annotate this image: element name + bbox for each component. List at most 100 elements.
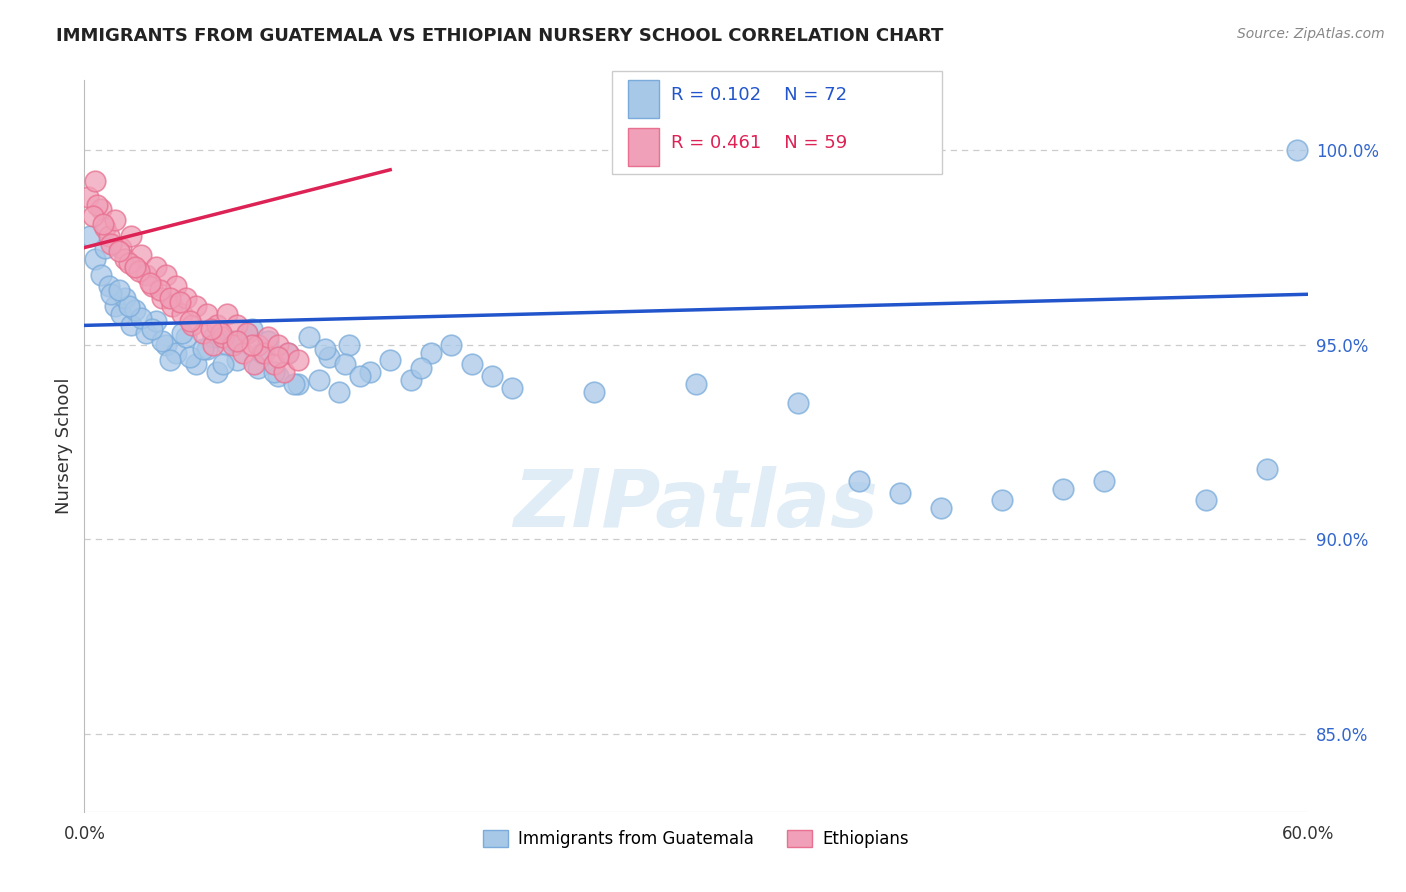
Point: [124, 302, 146, 317]
Point: [267, 350, 290, 364]
Point: [991, 493, 1014, 508]
Point: [1195, 493, 1218, 508]
Point: [138, 276, 160, 290]
Point: [339, 338, 361, 352]
Point: [409, 361, 432, 376]
Point: [226, 353, 249, 368]
Point: [308, 373, 330, 387]
Point: [83, 174, 105, 188]
Point: [93, 241, 115, 255]
Point: [200, 322, 222, 336]
Point: [318, 350, 340, 364]
Point: [110, 307, 132, 321]
Point: [155, 268, 177, 282]
Point: [222, 338, 245, 352]
Point: [195, 342, 218, 356]
Point: [257, 334, 280, 348]
Point: [263, 365, 285, 379]
Point: [240, 338, 263, 352]
Point: [114, 291, 136, 305]
Point: [201, 338, 224, 352]
Point: [131, 248, 153, 262]
Point: [217, 338, 239, 352]
Point: [287, 353, 309, 368]
Point: [186, 357, 208, 371]
Point: [502, 381, 524, 395]
Point: [90, 202, 112, 216]
Point: [90, 268, 112, 282]
Point: [929, 501, 952, 516]
Point: [145, 314, 167, 328]
Point: [267, 338, 290, 352]
Point: [135, 268, 157, 282]
Text: ZIPatlas: ZIPatlas: [513, 466, 879, 543]
Point: [118, 256, 141, 270]
Point: [114, 252, 136, 267]
Point: [195, 307, 218, 321]
Point: [277, 345, 299, 359]
Point: [250, 345, 273, 359]
Point: [186, 299, 208, 313]
Point: [104, 299, 127, 313]
Legend: Immigrants from Guatemala, Ethiopians: Immigrants from Guatemala, Ethiopians: [477, 823, 915, 855]
Point: [420, 345, 443, 359]
Point: [359, 365, 381, 379]
Point: [314, 342, 336, 356]
Point: [141, 279, 163, 293]
Point: [201, 330, 224, 344]
Point: [83, 252, 105, 267]
Point: [108, 284, 131, 298]
Point: [287, 376, 309, 391]
Point: [236, 326, 259, 341]
Point: [86, 198, 108, 212]
Point: [236, 326, 259, 341]
Point: [298, 330, 321, 344]
Point: [124, 260, 146, 274]
Point: [120, 228, 142, 243]
Point: [165, 345, 187, 359]
Point: [120, 318, 142, 333]
Point: [335, 357, 357, 371]
Point: [179, 350, 201, 364]
Point: [246, 338, 269, 352]
Point: [461, 357, 484, 371]
Point: [110, 241, 132, 255]
Point: [212, 330, 235, 344]
Point: [222, 334, 245, 348]
Point: [118, 299, 141, 313]
Point: [135, 326, 157, 341]
Text: IMMIGRANTS FROM GUATEMALA VS ETHIOPIAN NURSERY SCHOOL CORRELATION CHART: IMMIGRANTS FROM GUATEMALA VS ETHIOPIAN N…: [56, 27, 943, 45]
Point: [82, 210, 104, 224]
Point: [1256, 462, 1278, 476]
Point: [481, 368, 503, 383]
Point: [108, 244, 131, 259]
Point: [328, 384, 350, 399]
Point: [174, 291, 197, 305]
Point: [128, 264, 150, 278]
Point: [191, 326, 214, 341]
Text: Source: ZipAtlas.com: Source: ZipAtlas.com: [1237, 27, 1385, 41]
Point: [583, 384, 606, 399]
Point: [232, 345, 254, 359]
Point: [267, 368, 290, 383]
Point: [160, 299, 183, 313]
Point: [240, 322, 263, 336]
Point: [226, 318, 249, 333]
Point: [263, 357, 285, 371]
Point: [159, 353, 181, 368]
Point: [217, 307, 239, 321]
Point: [1286, 144, 1309, 158]
Point: [93, 221, 115, 235]
Point: [169, 295, 191, 310]
Point: [174, 330, 197, 344]
Point: [155, 338, 177, 352]
Point: [131, 310, 153, 325]
Point: [205, 365, 228, 379]
Point: [440, 338, 463, 352]
Point: [1092, 474, 1115, 488]
Point: [349, 368, 371, 383]
Point: [100, 287, 122, 301]
Point: [242, 357, 264, 371]
Point: [380, 353, 402, 368]
Point: [104, 213, 127, 227]
